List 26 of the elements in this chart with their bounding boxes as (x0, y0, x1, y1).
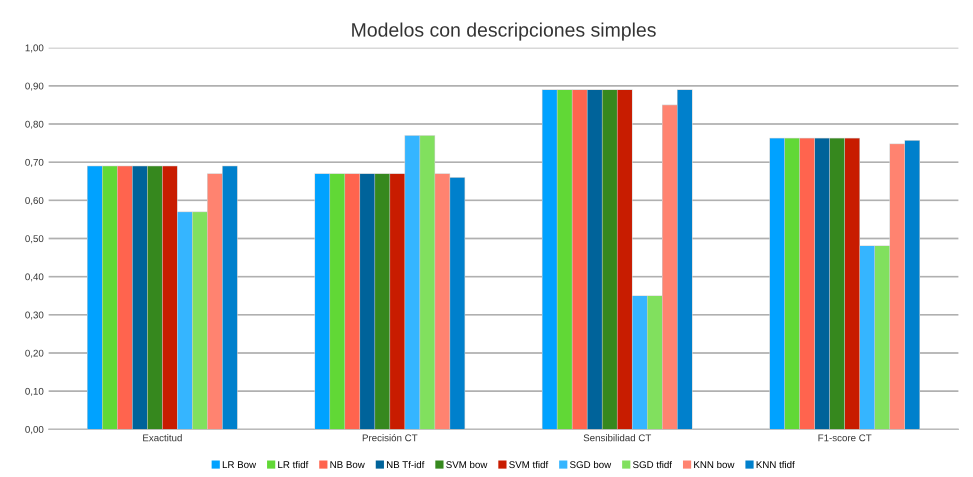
x-tick-label: Sensibilidad CT (584, 434, 652, 442)
x-tick-label: Exactitud (143, 434, 182, 442)
legend-label: KNN tfidf (756, 460, 795, 468)
y-tick-label: 0,80 (25, 120, 44, 129)
y-tick-label: 0,50 (25, 235, 44, 244)
legend-label: LR Bow (222, 461, 256, 468)
y-tick-label: 0,00 (25, 426, 44, 434)
y-tick-label: 0,10 (25, 388, 44, 396)
legend-label: NB Bow (330, 461, 365, 468)
legend-label: SGD tfidf (632, 460, 672, 468)
legend-label: KNN bow (694, 460, 734, 468)
y-tick-label: 0,40 (25, 273, 44, 282)
legend-label: SGD bow (570, 460, 612, 468)
y-tick-label: 0,20 (25, 350, 44, 358)
legend-label: SVM bow (446, 460, 488, 468)
x-tick-label: F1-score CT (818, 434, 872, 442)
y-tick-label: 0,30 (25, 312, 44, 320)
legend-label: NB Tf-idf (386, 460, 424, 468)
legend-label: LR tfidf (278, 460, 308, 468)
y-tick-label: 0,70 (25, 158, 44, 167)
x-tick-label: Precisión CT (362, 434, 418, 442)
y-tick-label: 0,60 (25, 197, 44, 206)
y-tick-label: 1,00 (26, 44, 44, 52)
legend-label: SVM tfidf (509, 460, 548, 468)
y-tick-label: 0,90 (25, 82, 44, 91)
chart-title: Modelos con descripciones simples (352, 22, 656, 41)
